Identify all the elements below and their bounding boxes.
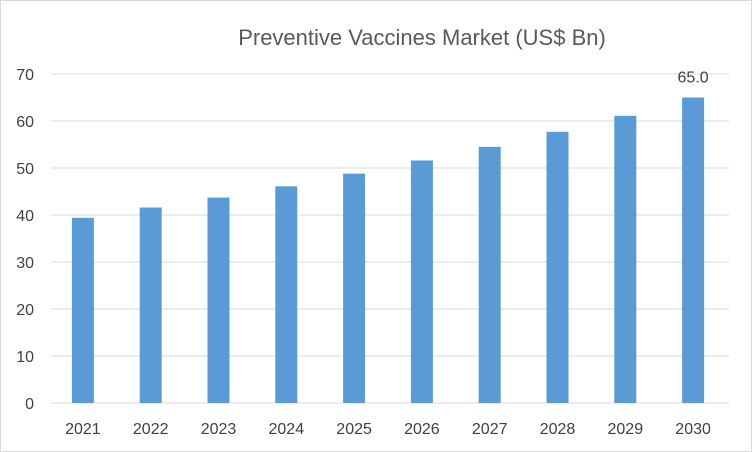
bar-2026 — [410, 160, 433, 403]
y-tick-label-30: 30 — [16, 255, 34, 272]
bar-2021 — [71, 217, 94, 403]
bar-2024 — [275, 186, 298, 403]
x-tick-label-2025: 2025 — [336, 421, 372, 438]
bar-2029 — [614, 115, 637, 403]
y-tick-label-0: 0 — [25, 396, 34, 413]
bar-2027 — [478, 146, 501, 403]
bar-2025 — [343, 173, 366, 403]
x-tick-label-2028: 2028 — [540, 421, 576, 438]
y-tick-label-40: 40 — [16, 208, 34, 225]
bar-2028 — [546, 131, 569, 403]
x-tick-label-2021: 2021 — [65, 421, 101, 438]
x-tick-label-2024: 2024 — [269, 421, 305, 438]
bar-2022 — [139, 207, 162, 403]
y-tick-label-20: 20 — [16, 302, 34, 319]
data-label-2030: 65.0 — [678, 70, 709, 87]
bar-2023 — [207, 197, 230, 403]
y-tick-label-60: 60 — [16, 114, 34, 131]
x-tick-label-2029: 2029 — [608, 421, 644, 438]
x-tick-label-2027: 2027 — [472, 421, 508, 438]
y-axis-tick-labels: 0 10 20 30 40 50 60 70 — [16, 67, 34, 413]
y-tick-label-70: 70 — [16, 67, 34, 84]
y-tick-label-10: 10 — [16, 349, 34, 366]
x-tick-label-2022: 2022 — [133, 421, 169, 438]
x-tick-label-2030: 2030 — [675, 421, 711, 438]
gridlines — [51, 73, 729, 404]
x-tick-label-2026: 2026 — [404, 421, 440, 438]
bar-2030 — [682, 97, 705, 403]
x-tick-label-2023: 2023 — [201, 421, 237, 438]
x-axis-tick-labels: 2021 2022 2023 2024 2025 2026 2027 2028 2029 2030 — [65, 421, 711, 438]
chart-title: Preventive Vaccines Market (US$ Bn) — [238, 25, 606, 50]
data-labels: 65.0 — [678, 70, 709, 87]
bars — [71, 97, 705, 403]
y-tick-label-50: 50 — [16, 161, 34, 178]
